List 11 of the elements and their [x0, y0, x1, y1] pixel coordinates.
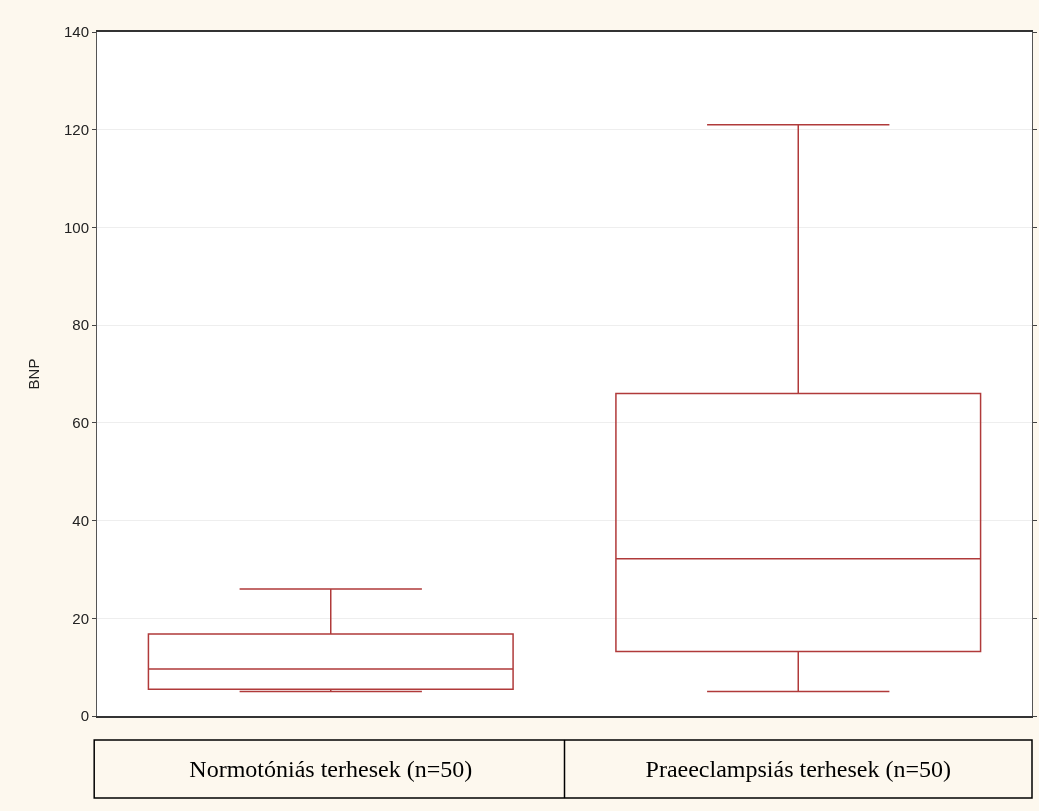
y-tick-label: 120: [63, 120, 89, 138]
y-tick-label: 140: [63, 23, 89, 41]
y-tick-label: 100: [63, 218, 89, 236]
x-tick-label: Praeeclampsiás terhesek (n=50): [645, 755, 951, 782]
y-axis-title: BNP: [25, 358, 43, 390]
x-tick-label: Normotóniás terhesek (n=50): [189, 755, 473, 782]
y-tick-label: 60: [72, 414, 89, 432]
y-tick-label: 20: [72, 609, 89, 627]
y-tick-label: 80: [72, 316, 89, 334]
y-tick-label: 0: [80, 707, 89, 725]
y-tick-label: 40: [72, 511, 89, 529]
